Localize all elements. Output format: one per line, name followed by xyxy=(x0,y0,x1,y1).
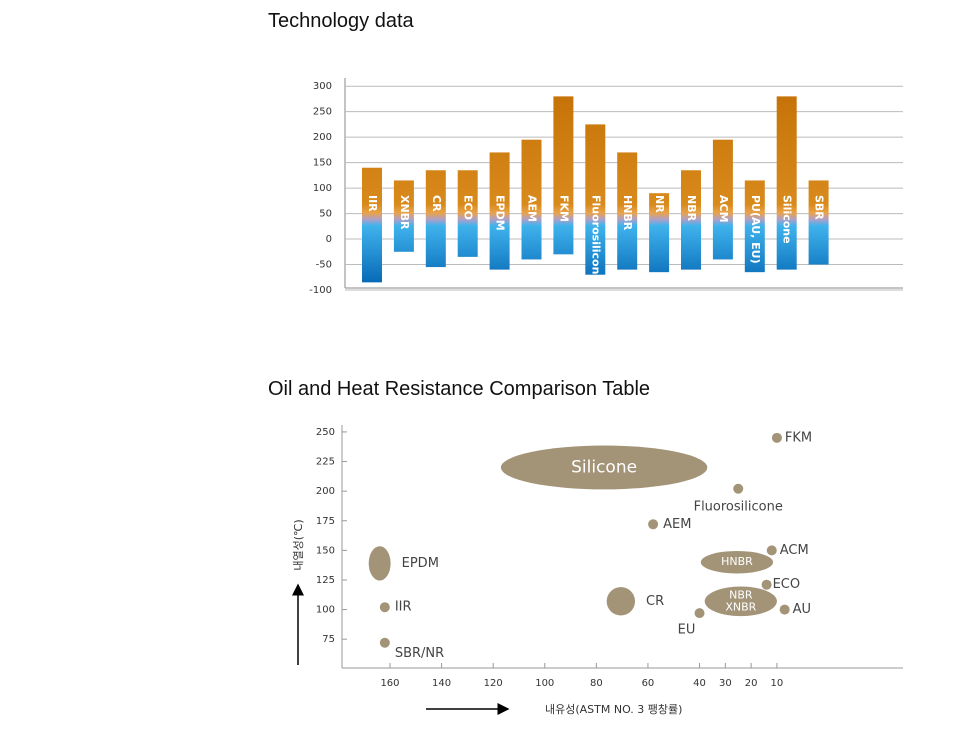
point-label: Fluorosilicone xyxy=(694,499,783,514)
bar xyxy=(489,152,510,270)
bar xyxy=(362,167,382,283)
x-tick-label: 120 xyxy=(484,678,503,689)
point-label: CR xyxy=(646,594,664,609)
bubble xyxy=(771,432,782,443)
point-label: IIR xyxy=(395,600,412,615)
bar xyxy=(553,96,574,255)
y-tick-label: 75 xyxy=(322,634,335,645)
y-tick-label: 50 xyxy=(319,209,332,220)
bar-label: ECO xyxy=(462,195,475,220)
bar-label: SBR xyxy=(813,195,826,220)
point-label: AU xyxy=(793,602,811,617)
bar-label: IIR xyxy=(366,195,379,212)
bar-label: CR xyxy=(430,195,443,212)
point-label: NBR xyxy=(729,588,753,601)
bubble xyxy=(694,608,705,619)
y-tick-label: 125 xyxy=(316,575,335,586)
x-tick-label: 60 xyxy=(642,678,655,689)
point-label: SBR/NR xyxy=(395,646,444,661)
point-label: ACM xyxy=(780,543,809,558)
y-tick-label: 0 xyxy=(326,234,332,245)
y-tick-label: 300 xyxy=(313,81,332,92)
bar-label: FKM xyxy=(557,195,570,222)
bubble xyxy=(368,546,391,581)
point-label: EPDM xyxy=(402,556,439,571)
bar xyxy=(521,139,542,260)
y-axis-label: 내열성(℃) xyxy=(292,519,305,570)
y-tick-label: 100 xyxy=(316,605,335,616)
bar-label: Fluorosilicone xyxy=(589,195,602,282)
bar xyxy=(808,180,829,265)
y-tick-label: 100 xyxy=(313,183,332,194)
y-tick-label: 250 xyxy=(316,427,335,438)
y-tick-label: -100 xyxy=(309,285,332,296)
bubble xyxy=(606,587,636,616)
bubble xyxy=(766,545,777,556)
point-label: ECO xyxy=(773,577,801,592)
bubble xyxy=(779,604,790,615)
point-label: FKM xyxy=(785,430,812,445)
bar-label: ACM xyxy=(717,195,730,223)
bar-label: XNBR xyxy=(398,195,411,230)
chart-title: Oil and Heat Resistance Comparison Table xyxy=(268,378,650,400)
bubble xyxy=(379,602,390,613)
bar xyxy=(617,152,638,270)
x-tick-label: 160 xyxy=(380,678,399,689)
y-tick-label: 200 xyxy=(313,132,332,143)
bar xyxy=(712,139,733,260)
y-tick-label: 150 xyxy=(316,545,335,556)
bubble xyxy=(500,445,708,490)
y-tick-label: 175 xyxy=(316,516,335,527)
bubble xyxy=(648,519,659,530)
bar-label: PU(AU, EU) xyxy=(749,195,762,264)
bar xyxy=(744,180,765,273)
x-tick-label: 100 xyxy=(535,678,554,689)
bar-label: NR xyxy=(653,195,666,213)
bar xyxy=(681,170,701,270)
point-label: EU xyxy=(678,623,696,638)
bar-label: NBR xyxy=(685,195,698,222)
point-label: Silicone xyxy=(571,457,637,477)
x-tick-label: 40 xyxy=(693,678,706,689)
x-tick-label: 10 xyxy=(771,678,784,689)
chart-title: Technology data xyxy=(268,10,415,32)
bar xyxy=(585,124,606,275)
point-label: AEM xyxy=(663,517,691,532)
x-tick-label: 20 xyxy=(745,678,758,689)
bubble xyxy=(700,550,774,574)
bar xyxy=(393,180,414,252)
bubble xyxy=(704,586,777,617)
y-tick-label: 225 xyxy=(316,457,335,468)
bubble xyxy=(733,483,744,494)
bar-label: AEM xyxy=(526,195,539,222)
y-tick-label: 200 xyxy=(316,486,335,497)
bar xyxy=(776,96,797,270)
x-axis-label: 내유성(ASTM NO. 3 팽창률) xyxy=(545,703,682,716)
bar-label: HNBR xyxy=(621,195,634,231)
y-tick-label: 250 xyxy=(313,107,332,118)
bar-label: EPDM xyxy=(494,195,507,231)
y-tick-label: -50 xyxy=(316,260,332,271)
bar xyxy=(457,170,478,257)
y-tick-label: 150 xyxy=(313,158,332,169)
x-tick-label: 30 xyxy=(719,678,732,689)
bubble xyxy=(761,579,772,590)
point-label: HNBR xyxy=(721,555,753,568)
bar xyxy=(649,193,670,273)
x-tick-label: 80 xyxy=(590,678,603,689)
bubble xyxy=(379,637,390,648)
point-label: XNBR xyxy=(725,600,756,613)
bar-label: Silicone xyxy=(781,195,794,244)
x-tick-label: 140 xyxy=(432,678,451,689)
bar xyxy=(425,170,446,268)
